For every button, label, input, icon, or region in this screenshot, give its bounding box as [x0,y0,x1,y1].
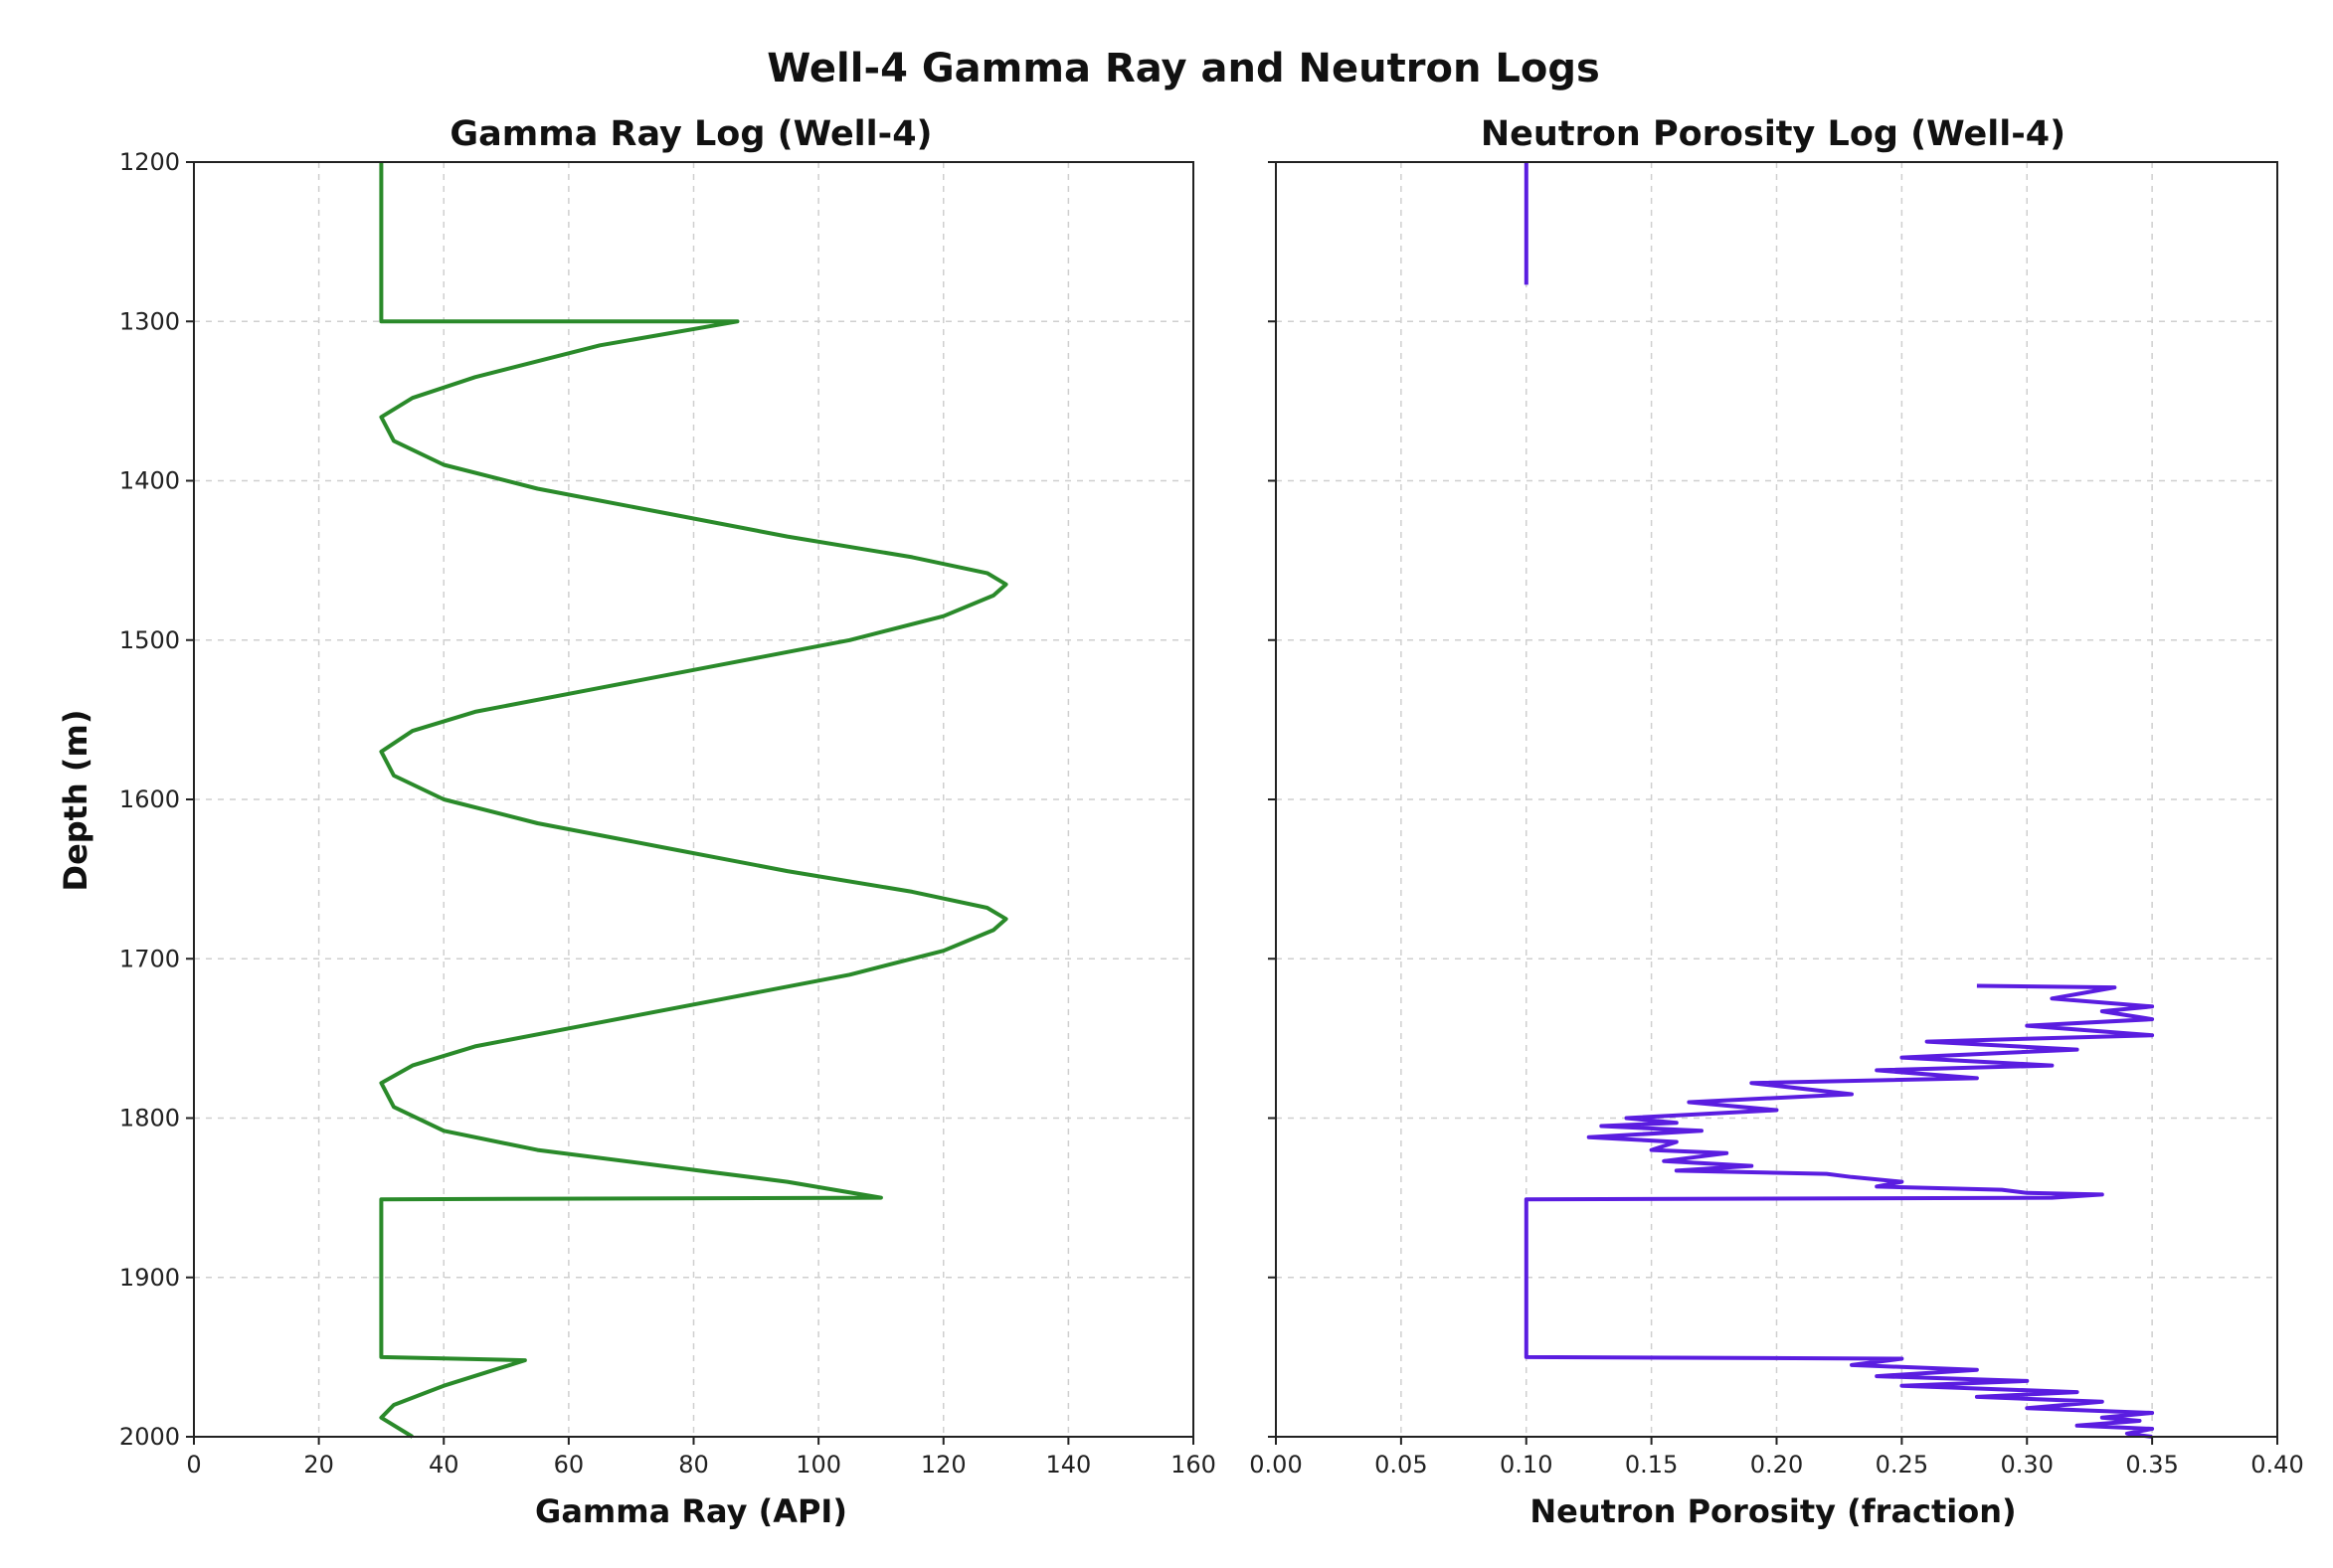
y-tick-label: 1400 [119,467,180,495]
x-tick-label: 140 [1045,1451,1091,1479]
x-tick-label: 0.30 [2001,1451,2054,1479]
x-tick-label: 60 [554,1451,585,1479]
x-tick-label: 0.10 [1500,1451,1552,1479]
gamma-ray-x-ticks: 0 20 40 60 80 100 120 140 160 [186,1437,1216,1479]
x-tick-label: 0.15 [1625,1451,1678,1479]
y-tick-label: 1900 [119,1264,180,1292]
neutron-porosity-panel: Neutron Porosity Log (Well-4) 0.00 0.05 0.… [1249,114,2303,1530]
x-tick-label: 40 [429,1451,459,1479]
y-tick-label: 1500 [119,626,180,654]
x-tick-label: 20 [303,1451,334,1479]
y-tick-label: 1700 [119,945,180,972]
x-tick-label: 0.40 [2250,1451,2303,1479]
neutron-xlabel: Neutron Porosity (fraction) [1529,1492,2016,1530]
x-tick-label: 0.20 [1750,1451,1803,1479]
figure-title: Well-4 Gamma Ray and Neutron Logs [767,46,1600,91]
depth-ylabel: Depth (m) [57,710,94,892]
gamma-ray-y-ticks: 1200 1300 1400 1500 1600 1700 1800 1900 2000 [119,148,194,1451]
neutron-grid [1275,161,2278,1438]
x-tick-label: 100 [796,1451,841,1479]
gamma-ray-title: Gamma Ray Log (Well-4) [449,114,932,154]
y-tick-label: 1200 [119,148,180,176]
neutron-porosity-title: Neutron Porosity Log (Well-4) [1481,114,2065,154]
neutron-y-ticks [1268,161,1276,1438]
x-tick-label: 0.00 [1249,1451,1302,1479]
gamma-ray-grid [193,161,1194,1438]
x-tick-label: 80 [678,1451,709,1479]
x-tick-label: 0.35 [2125,1451,2178,1479]
y-tick-label: 1800 [119,1105,180,1132]
neutron-curve-lower [1524,983,2155,1439]
gamma-ray-curve [379,162,1008,1439]
y-tick-label: 1300 [119,307,180,335]
y-tick-label: 1600 [119,785,180,813]
y-tick-label: 2000 [119,1423,180,1451]
gamma-ray-panel: Gamma Ray Log (Well-4) 0 20 40 60 80 100 120 14… [57,114,1216,1530]
x-tick-label: 0 [186,1451,201,1479]
neutron-x-ticks: 0.00 0.05 0.10 0.15 0.20 0.25 0.30 0.35 0.40 [1249,1437,2304,1479]
x-tick-label: 0.25 [1876,1451,1928,1479]
x-tick-label: 120 [921,1451,967,1479]
x-tick-label: 160 [1170,1451,1216,1479]
x-tick-label: 0.05 [1374,1451,1427,1479]
gamma-ray-xlabel: Gamma Ray (API) [535,1492,847,1530]
neutron-curves [1524,162,2155,1439]
